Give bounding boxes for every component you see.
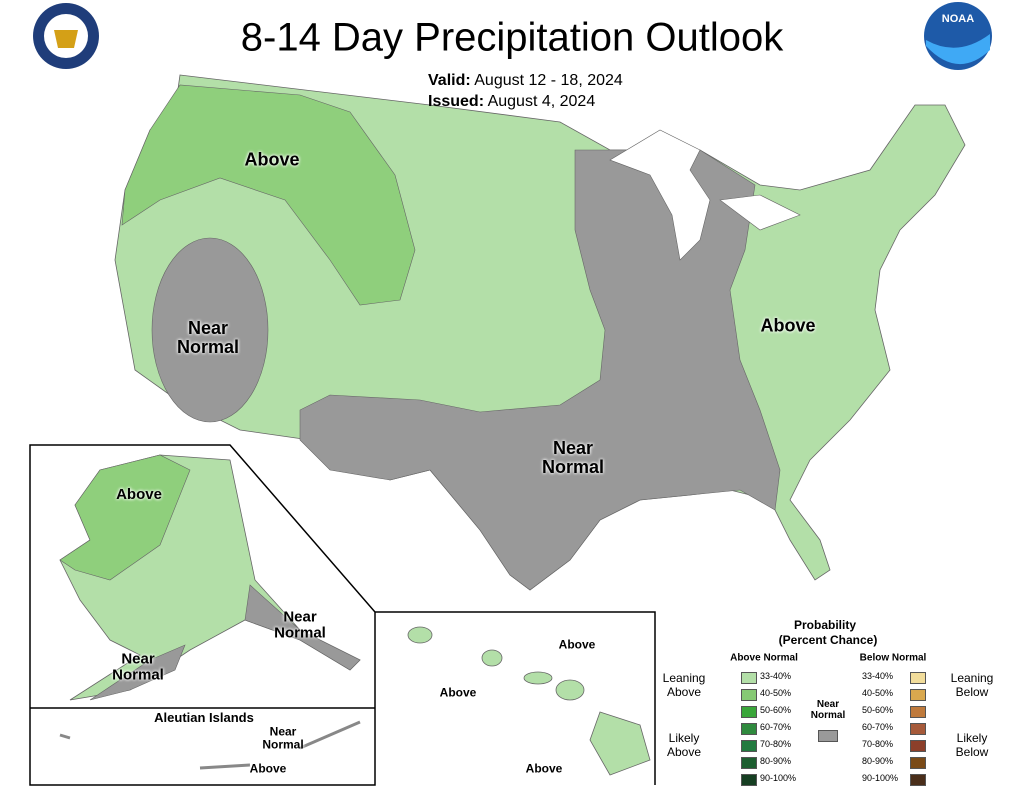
range-label: 60-70% <box>862 722 894 732</box>
alaska-near-normal <box>89 584 361 701</box>
region-label: Above <box>760 315 816 336</box>
swatch <box>910 689 926 701</box>
range-label: 70-80% <box>760 739 792 749</box>
leaning-above: Leaning Above <box>662 671 706 699</box>
aleutian-title: Aleutian Islands <box>154 710 254 726</box>
range-label: 50-60% <box>862 705 894 715</box>
region-label: Near Normal <box>274 608 326 641</box>
doc-seal <box>33 3 99 69</box>
swatch <box>741 757 757 769</box>
leaning-below: Leaning Below <box>950 671 994 699</box>
swatch <box>741 689 757 701</box>
above-nw <box>121 84 416 306</box>
issued-line: Issued: August 4, 2024 <box>428 93 595 111</box>
swatch <box>910 757 926 769</box>
range-label: 33-40% <box>862 671 894 681</box>
region-label: Above <box>116 486 162 504</box>
region-label: Near Normal <box>262 724 304 751</box>
range-label: 80-90% <box>862 756 894 766</box>
region-label: Above <box>558 637 596 652</box>
legend-subtitle: (Percent Chance) <box>778 633 878 647</box>
below-header: Below Normal <box>859 652 927 664</box>
region-label: Above <box>439 685 477 700</box>
region-label: Near Normal <box>541 438 604 477</box>
swatch <box>741 706 757 718</box>
likely-above: Likely Above <box>666 731 702 759</box>
range-label: 40-50% <box>862 688 894 698</box>
valid: August 12 - 18, 2024 <box>474 72 623 89</box>
range-label: 90-100% <box>760 773 797 783</box>
range-label: 50-60% <box>760 705 792 715</box>
region-label: Above <box>525 761 563 776</box>
region-label: Above <box>244 149 300 170</box>
region-label: Above <box>249 761 287 776</box>
range-label: 80-90% <box>760 756 792 766</box>
issued: August 4, 2024 <box>487 93 596 110</box>
inset-borders <box>29 444 656 786</box>
great-lakes <box>609 129 801 261</box>
swatch <box>910 740 926 752</box>
alaska-above <box>59 454 191 581</box>
swatch <box>741 672 757 684</box>
noaa-text: NOAA <box>942 13 974 25</box>
swatch <box>741 740 757 752</box>
swatch <box>818 730 838 742</box>
valid-line: Valid: August 12 - 18, 2024 <box>428 72 623 90</box>
above-header: Above Normal <box>730 652 798 664</box>
issued-label: Issued: <box>428 93 485 110</box>
noaa-logo: NOAA <box>924 2 992 70</box>
swatch <box>741 723 757 735</box>
region-label: Near Normal <box>176 318 239 357</box>
aleutian-chain <box>59 720 361 770</box>
swatch <box>910 774 926 786</box>
range-label: 60-70% <box>760 722 792 732</box>
swatch <box>910 723 926 735</box>
swatch <box>910 706 926 718</box>
title: 8-14 Day Precipitation Outlook <box>240 15 784 60</box>
range-label: 33-40% <box>760 671 792 681</box>
range-label: 90-100% <box>862 773 899 783</box>
swatch <box>910 672 926 684</box>
likely-below: Likely Below <box>955 731 989 759</box>
range-label: 40-50% <box>760 688 792 698</box>
near-normal-central <box>299 149 781 591</box>
near-normal-sw <box>151 237 269 423</box>
near-label: Near Normal <box>810 699 846 721</box>
hawaii-islands <box>407 626 651 776</box>
region-label: Near Normal <box>112 650 164 683</box>
range-label: 70-80% <box>862 739 894 749</box>
legend-title: Probability <box>793 618 857 632</box>
swatch <box>741 774 757 786</box>
valid-label: Valid: <box>428 72 471 89</box>
